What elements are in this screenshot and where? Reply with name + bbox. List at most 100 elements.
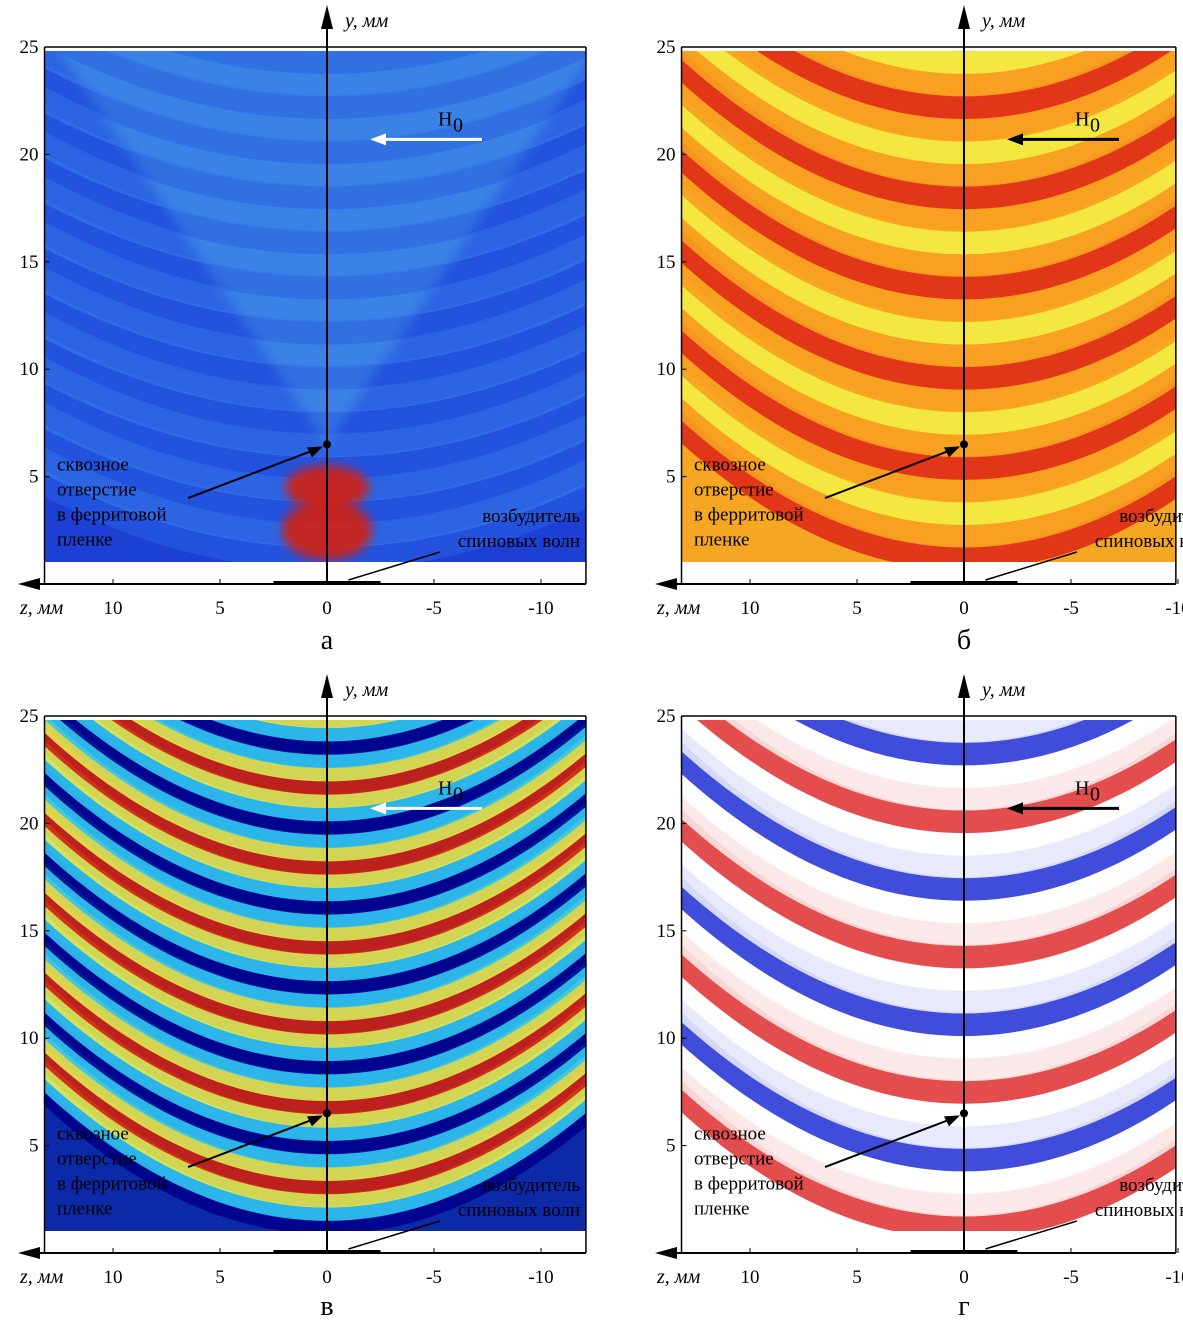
y-tick-label: 5: [666, 467, 676, 488]
y-axis-arrow: [321, 5, 333, 29]
source-label: возбудитель: [1119, 506, 1183, 527]
field-label: H: [1075, 108, 1089, 130]
heatmap-band: [664, 0, 1183, 17]
y-axis-arrow: [958, 5, 970, 29]
hole-label: отверстие: [57, 479, 137, 500]
field-label: H: [438, 777, 452, 799]
hole-label: пленке: [57, 529, 112, 550]
panel: y, мм z, мм 5 10 15 20 25 10 5 0 -5 -10 сквозное отве…: [655, 539, 1183, 1322]
x-tick-label: -10: [1165, 1267, 1183, 1288]
y-tick-label: 25: [20, 37, 39, 58]
y-tick-label: 15: [657, 921, 676, 942]
figure: y, мм z, мм 5 10 15 20 25 10 5 0 -5 -10 сквозное отве…: [0, 0, 1183, 1333]
x-axis-label: z, мм: [19, 597, 64, 619]
y-tick-label: 20: [20, 813, 39, 834]
panel-label: в: [320, 1291, 333, 1322]
y-tick-label: 15: [20, 252, 39, 273]
x-tick-label: 0: [959, 1267, 969, 1288]
source-label: спиновых волн: [1095, 531, 1183, 552]
x-tick-label: -10: [1165, 598, 1183, 619]
field-subscript: 0: [453, 783, 463, 805]
x-axis-arrow: [655, 1247, 677, 1259]
x-axis-arrow: [18, 578, 40, 590]
y-tick-label: 5: [29, 467, 39, 488]
field-label: H: [1075, 777, 1089, 799]
y-tick-label: 10: [20, 359, 39, 380]
y-tick-label: 15: [20, 921, 39, 942]
x-tick-label: -5: [1063, 1267, 1079, 1288]
hole-label: отверстие: [694, 1148, 774, 1169]
x-axis-label: z, мм: [656, 597, 701, 619]
y-tick-label: 10: [657, 359, 676, 380]
y-tick-label: 20: [20, 144, 39, 165]
x-tick-label: 10: [741, 1267, 760, 1288]
y-tick-label: 25: [657, 37, 676, 58]
hole-label: сквозное: [57, 1123, 129, 1144]
x-tick-label: 5: [852, 598, 862, 619]
x-tick-label: 10: [741, 598, 760, 619]
panel-label: б: [957, 625, 971, 656]
y-tick-label: 25: [657, 706, 676, 727]
y-axis-label: y, мм: [343, 10, 389, 32]
y-tick-label: 10: [20, 1028, 39, 1049]
heatmap-band: [664, 0, 1183, 39]
field-subscript: 0: [1090, 783, 1100, 805]
field-subscript: 0: [1090, 114, 1100, 136]
hole-marker: [323, 1109, 331, 1117]
panel-label: а: [321, 625, 334, 656]
y-tick-label: 15: [657, 252, 676, 273]
y-tick-label: 10: [657, 1028, 676, 1049]
hole-marker: [960, 1109, 968, 1117]
hole-label: сквозное: [57, 454, 129, 475]
source-label: спиновых волн: [458, 531, 580, 552]
y-axis-label: y, мм: [980, 10, 1026, 32]
hole-label: в ферритовой: [694, 504, 804, 525]
hole-label: пленке: [694, 1198, 749, 1219]
field-label: H: [438, 108, 452, 130]
x-tick-label: 10: [104, 1267, 123, 1288]
y-tick-label: 5: [666, 1136, 676, 1157]
y-tick-label: 5: [29, 1136, 39, 1157]
hole-label: сквозное: [694, 454, 766, 475]
hole-label: сквозное: [694, 1123, 766, 1144]
hole-label: пленке: [57, 1198, 112, 1219]
x-tick-label: 5: [852, 1267, 862, 1288]
source-label: возбудитель: [482, 506, 580, 527]
y-axis-arrow: [321, 674, 333, 698]
hole-marker: [960, 440, 968, 448]
x-axis-label: z, мм: [656, 1266, 701, 1288]
y-tick-label: 25: [20, 706, 39, 727]
hole-label: в ферритовой: [57, 504, 167, 525]
x-tick-label: 0: [959, 598, 969, 619]
heatmap-image: [664, 539, 1183, 1253]
x-tick-label: -10: [528, 598, 553, 619]
panel: y, ммz, мм5101520251050-5-10сквозноеотве…: [655, 0, 1183, 656]
x-tick-label: 5: [215, 1267, 225, 1288]
x-tick-label: -5: [1063, 598, 1079, 619]
x-tick-label: 5: [215, 598, 225, 619]
source-label: возбудитель: [1119, 1175, 1183, 1196]
x-tick-label: -5: [426, 598, 442, 619]
x-tick-label: 0: [322, 1267, 332, 1288]
x-axis-label: z, мм: [19, 1266, 64, 1288]
source-label: спиновых волн: [1095, 1200, 1183, 1221]
field-subscript: 0: [453, 114, 463, 136]
panel-label: г: [958, 1291, 969, 1322]
y-axis-label: y, мм: [343, 679, 389, 701]
hole-label: в ферритовой: [694, 1173, 804, 1194]
source-label: возбудитель: [482, 1175, 580, 1196]
x-tick-label: -10: [528, 1267, 553, 1288]
x-axis-arrow: [18, 1247, 40, 1259]
hole-label: отверстие: [57, 1148, 137, 1169]
x-tick-label: 0: [322, 598, 332, 619]
x-tick-label: 10: [104, 598, 123, 619]
x-tick-label: -5: [426, 1267, 442, 1288]
hole-marker: [323, 440, 331, 448]
y-axis-arrow: [958, 674, 970, 698]
source-label: спиновых волн: [458, 1200, 580, 1221]
hole-label: пленке: [694, 529, 749, 550]
y-axis-label: y, мм: [980, 679, 1026, 701]
y-tick-label: 20: [657, 813, 676, 834]
y-tick-label: 20: [657, 144, 676, 165]
x-axis-arrow: [655, 578, 677, 590]
